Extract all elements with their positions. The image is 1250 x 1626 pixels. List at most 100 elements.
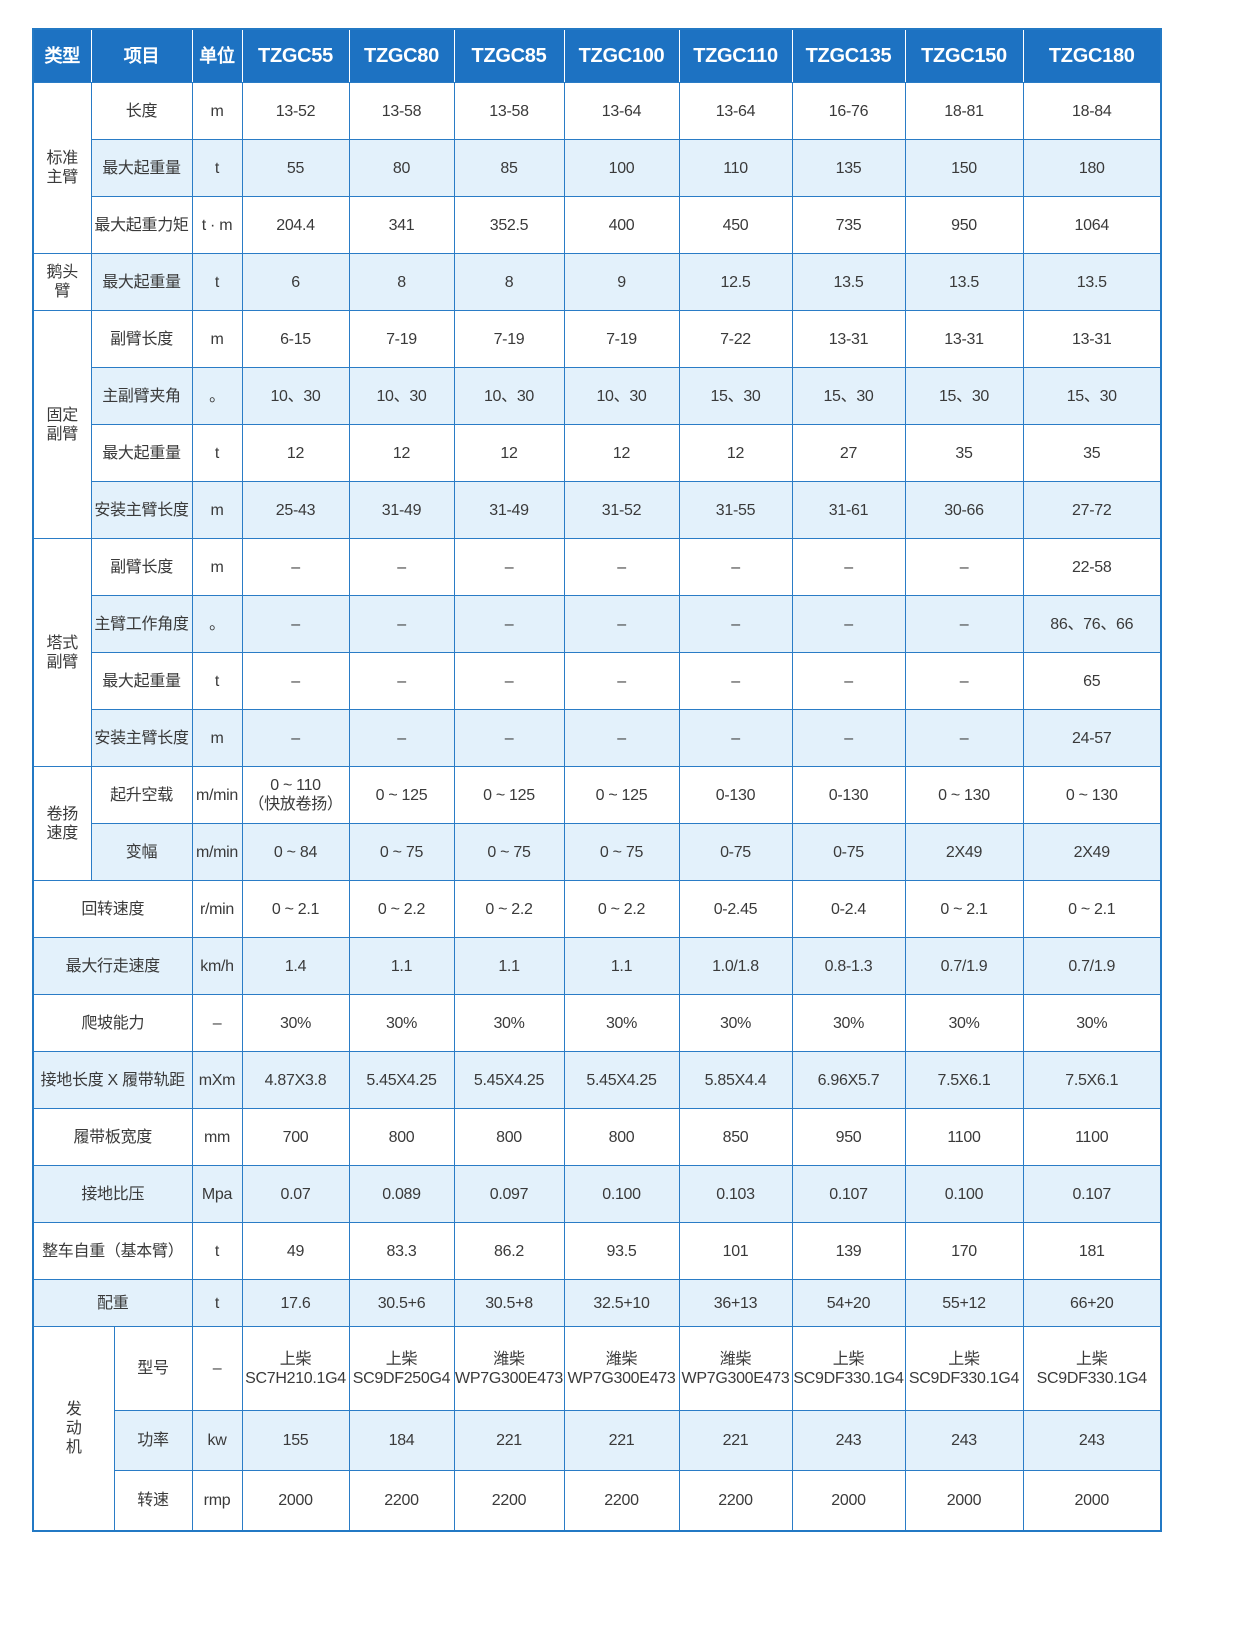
value-cell: – — [348, 595, 455, 653]
value-cell: – — [241, 709, 350, 767]
value-cell: 352.5 — [453, 196, 565, 254]
value-cell: 7-19 — [348, 310, 455, 368]
value-cell: 0 ~ 110 （快放卷扬） — [241, 766, 350, 824]
unit-cell: kw — [191, 1410, 243, 1471]
item-cell: 起升空载 — [90, 766, 193, 824]
value-cell: 6 — [241, 253, 350, 311]
value-cell: 221 — [563, 1410, 680, 1471]
value-cell: 31-49 — [348, 481, 455, 539]
value-cell: 2200 — [453, 1470, 565, 1531]
value-cell: 85 — [453, 139, 565, 197]
value-cell: 0 ~ 125 — [453, 766, 565, 824]
value-cell: 221 — [678, 1410, 793, 1471]
value-cell: 上柴 SC9DF330.1G4 — [791, 1326, 906, 1411]
table-row: 接地比压 Mpa 0.07 0.089 0.097 0.100 0.103 0.107 0.10… — [32, 1165, 1162, 1223]
item-cell: 接地比压 — [32, 1165, 193, 1223]
value-cell: – — [453, 538, 565, 596]
item-cell: 整车自重（基本臂） — [32, 1222, 193, 1280]
value-cell: 12 — [241, 424, 350, 482]
value-cell: 204.4 — [241, 196, 350, 254]
value-cell: 18-81 — [904, 82, 1024, 140]
item-cell: 配重 — [32, 1279, 193, 1327]
value-cell: 0-2.4 — [791, 880, 906, 938]
value-cell: – — [241, 538, 350, 596]
value-cell: 0 ~ 84 — [241, 823, 350, 881]
value-cell: – — [678, 538, 793, 596]
value-cell: 66+20 — [1022, 1279, 1162, 1327]
table-row: 爬坡能力 –30% 30% 30% 30% 30% 30% 30% 30% — [32, 994, 1162, 1052]
unit-cell: t — [191, 424, 243, 482]
value-cell: – — [904, 538, 1024, 596]
value-cell: 243 — [791, 1410, 906, 1471]
value-cell: 54+20 — [791, 1279, 906, 1327]
item-cell: 副臂长度 — [90, 538, 193, 596]
value-cell: 30.5+6 — [348, 1279, 455, 1327]
header-cell: TZGC150 — [904, 28, 1024, 83]
table-row: 整车自重（基本臂） t 49 83.3 86.2 93.5 101 139 170 181 — [32, 1222, 1162, 1280]
value-cell: 12 — [563, 424, 680, 482]
value-cell: 93.5 — [563, 1222, 680, 1280]
value-cell: 13-31 — [1022, 310, 1162, 368]
value-cell: 450 — [678, 196, 793, 254]
value-cell: 0.7/1.9 — [904, 937, 1024, 995]
value-cell: 2200 — [563, 1470, 680, 1531]
value-cell: 800 — [563, 1108, 680, 1166]
item-cell: 转速 — [113, 1470, 193, 1531]
table-row: 接地长度 X 履带轨距 mXm 4.87X3.8 5.45X4.25 5.45X4.25… — [32, 1051, 1162, 1109]
value-cell: 10、30 — [453, 367, 565, 425]
item-cell: 主臂工作角度 — [90, 595, 193, 653]
value-cell: 12 — [453, 424, 565, 482]
unit-cell: 。 — [191, 595, 243, 653]
value-cell: 6-15 — [241, 310, 350, 368]
value-cell: 0 ~ 125 — [563, 766, 680, 824]
value-cell: 0 ~ 130 — [1022, 766, 1162, 824]
header-cell: TZGC80 — [348, 28, 455, 83]
value-cell: 2200 — [348, 1470, 455, 1531]
value-cell: 55 — [241, 139, 350, 197]
unit-cell: m/min — [191, 766, 243, 824]
value-cell: 0 ~ 75 — [563, 823, 680, 881]
value-cell: – — [563, 538, 680, 596]
header-cell: TZGC100 — [563, 28, 680, 83]
value-cell: 32.5+10 — [563, 1279, 680, 1327]
value-cell: 850 — [678, 1108, 793, 1166]
table-row: 标准主臂 长度 m 13-52 13-58 13-58 13-64 13-64 16-76 18-… — [32, 82, 1162, 254]
value-cell: 170 — [904, 1222, 1024, 1280]
value-cell: 30% — [563, 994, 680, 1052]
value-cell: – — [678, 595, 793, 653]
value-cell: 10、30 — [241, 367, 350, 425]
value-cell: – — [904, 652, 1024, 710]
value-cell: 10、30 — [348, 367, 455, 425]
header-cell: TZGC55 — [241, 28, 350, 83]
value-cell: 1.1 — [453, 937, 565, 995]
value-cell: 潍柴 WP7G300E473 — [678, 1326, 793, 1411]
value-cell: 0.107 — [1022, 1165, 1162, 1223]
value-cell: 7.5X6.1 — [1022, 1051, 1162, 1109]
value-cell: 13-31 — [904, 310, 1024, 368]
header-cell: 项目 — [90, 28, 193, 83]
item-cell: 回转速度 — [32, 880, 193, 938]
value-cell: 1064 — [1022, 196, 1162, 254]
type-cell: 发动机 — [32, 1326, 115, 1531]
value-cell: 0-130 — [791, 766, 906, 824]
value-cell: 700 — [241, 1108, 350, 1166]
unit-cell: – — [191, 1326, 243, 1411]
value-cell: 181 — [1022, 1222, 1162, 1280]
value-cell: 0-2.45 — [678, 880, 793, 938]
item-cell: 最大起重量 — [90, 652, 193, 710]
item-cell: 主副臂夹角 — [90, 367, 193, 425]
header-cell: TZGC85 — [453, 28, 565, 83]
value-cell: 1100 — [1022, 1108, 1162, 1166]
value-cell: 5.85X4.4 — [678, 1051, 793, 1109]
value-cell: 135 — [791, 139, 906, 197]
table-row: 安装主臂长度 m – – – – – – –24-57 — [33, 709, 1162, 767]
value-cell: 110 — [678, 139, 793, 197]
value-cell: 36+13 — [678, 1279, 793, 1327]
value-cell: – — [563, 595, 680, 653]
value-cell: 950 — [791, 1108, 906, 1166]
unit-cell: t — [191, 1222, 243, 1280]
value-cell: 5.45X4.25 — [453, 1051, 565, 1109]
value-cell: 30% — [348, 994, 455, 1052]
value-cell: 7.5X6.1 — [904, 1051, 1024, 1109]
value-cell: 31-61 — [791, 481, 906, 539]
